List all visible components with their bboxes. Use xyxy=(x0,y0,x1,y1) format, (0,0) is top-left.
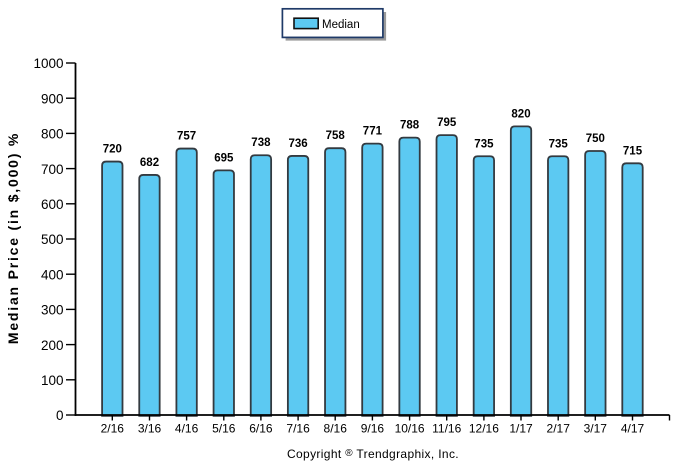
svg-text:2/16: 2/16 xyxy=(101,422,125,436)
svg-text:200: 200 xyxy=(41,338,64,353)
svg-text:757: 757 xyxy=(177,131,196,143)
svg-text:10/16: 10/16 xyxy=(395,422,425,436)
svg-text:900: 900 xyxy=(41,91,64,106)
svg-text:820: 820 xyxy=(511,108,530,120)
svg-text:795: 795 xyxy=(437,117,457,129)
svg-text:5/16: 5/16 xyxy=(212,422,236,436)
svg-text:300: 300 xyxy=(41,303,64,318)
svg-text:735: 735 xyxy=(549,138,569,150)
svg-text:100: 100 xyxy=(41,373,64,388)
svg-text:500: 500 xyxy=(41,232,64,247)
svg-text:400: 400 xyxy=(41,267,64,282)
svg-text:750: 750 xyxy=(586,133,605,145)
svg-text:715: 715 xyxy=(623,145,643,157)
svg-text:Median: Median xyxy=(322,19,360,31)
svg-text:4/17: 4/17 xyxy=(621,422,645,436)
svg-text:3/17: 3/17 xyxy=(584,422,608,436)
svg-text:7/16: 7/16 xyxy=(286,422,310,436)
svg-text:600: 600 xyxy=(41,197,64,212)
svg-text:2/17: 2/17 xyxy=(547,422,571,436)
svg-text:0: 0 xyxy=(56,408,64,423)
svg-text:700: 700 xyxy=(41,162,64,177)
svg-text:771: 771 xyxy=(363,126,383,138)
svg-text:4/16: 4/16 xyxy=(175,422,199,436)
svg-text:800: 800 xyxy=(41,127,64,142)
svg-text:11/16: 11/16 xyxy=(432,422,461,436)
svg-text:738: 738 xyxy=(251,137,271,149)
svg-text:788: 788 xyxy=(400,120,420,132)
svg-text:682: 682 xyxy=(140,157,159,169)
svg-text:6/16: 6/16 xyxy=(249,422,273,436)
svg-text:8/16: 8/16 xyxy=(324,422,348,436)
svg-text:9/16: 9/16 xyxy=(361,422,385,436)
svg-text:Copyright ® Trendgraphix, Inc.: Copyright ® Trendgraphix, Inc. xyxy=(287,447,459,461)
svg-text:736: 736 xyxy=(289,138,308,150)
svg-text:1000: 1000 xyxy=(33,56,63,71)
svg-text:1/17: 1/17 xyxy=(509,422,533,436)
svg-text:735: 735 xyxy=(474,138,494,150)
svg-text:720: 720 xyxy=(103,144,122,156)
svg-text:695: 695 xyxy=(214,152,234,164)
svg-text:Median Price (in $,000) %: Median Price (in $,000) % xyxy=(5,132,21,344)
svg-text:12/16: 12/16 xyxy=(469,422,499,436)
svg-text:758: 758 xyxy=(326,130,346,142)
svg-text:3/16: 3/16 xyxy=(138,422,162,436)
